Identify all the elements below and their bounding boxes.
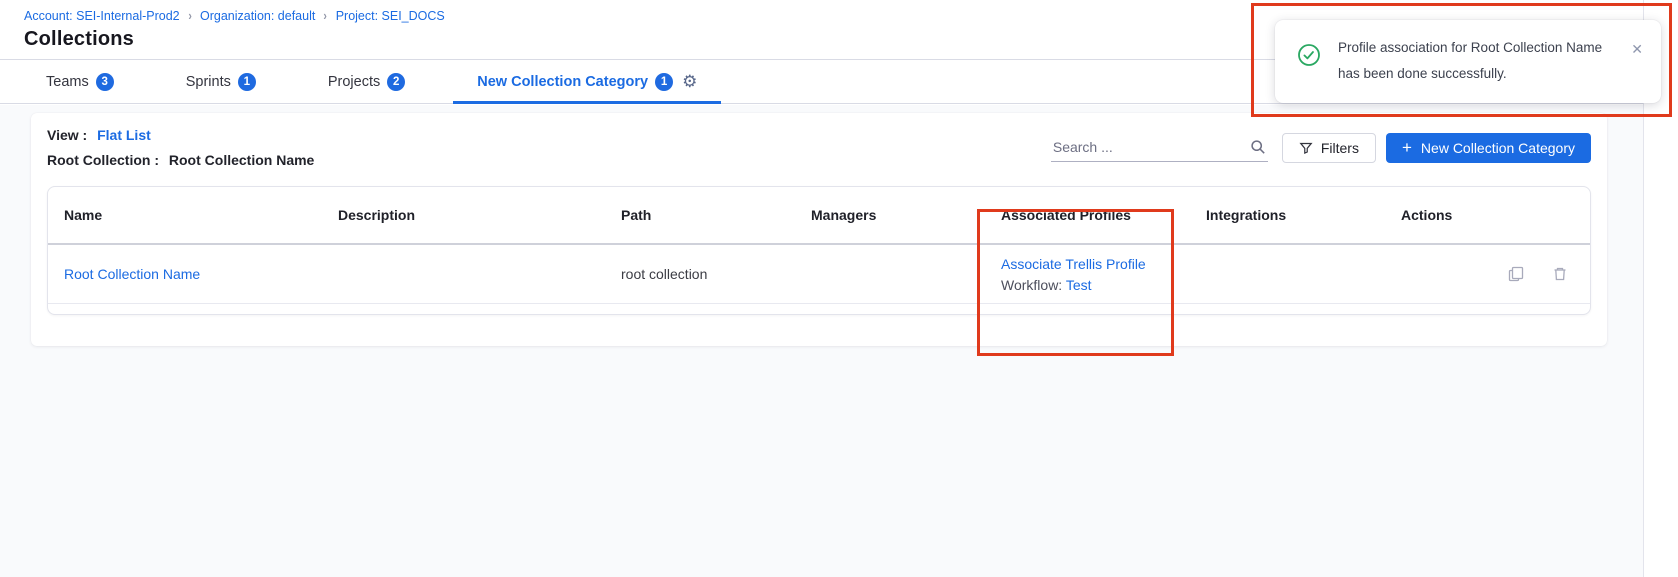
cell-actions [1401, 266, 1574, 282]
tab-label: Teams [46, 73, 89, 90]
breadcrumb-account-link[interactable]: Account: SEI-Internal-Prod2 [24, 8, 180, 23]
tab-label: Projects [327, 73, 381, 90]
new-collection-category-label: New Collection Category [1420, 139, 1575, 156]
tab-label: Sprints [185, 73, 231, 90]
column-header-integrations: Integrations [1206, 207, 1287, 223]
workflow-label: Workflow: [1001, 276, 1063, 293]
gear-icon[interactable]: ⚙ [682, 72, 698, 91]
collections-table: Name Description Path Managers Associate… [47, 186, 1591, 315]
controls-row: View : Flat List Root Collection : Root … [47, 127, 1591, 168]
breadcrumb-project-link[interactable]: Project: SEI_DOCS [335, 8, 445, 23]
chevron-right-icon: › [188, 8, 192, 23]
tab-projects[interactable]: Projects 2 [304, 60, 429, 103]
breadcrumb-organization-link[interactable]: Organization: default [199, 8, 316, 23]
filter-funnel-icon [1299, 142, 1313, 154]
workflow-line: Workflow: Test [1001, 277, 1206, 293]
filters-button[interactable]: Filters [1281, 132, 1376, 163]
collection-name-link[interactable]: Root Collection Name [64, 266, 201, 282]
tab-new-collection-category[interactable]: New Collection Category 1 ⚙ [453, 60, 722, 104]
workflow-test-link[interactable]: Test [1065, 276, 1092, 293]
root-collection-label: Root Collection : [47, 152, 159, 168]
view-selector: View : Flat List [47, 127, 314, 143]
table-header-row: Name Description Path Managers Associate… [48, 187, 1590, 245]
column-header-description: Description [338, 207, 416, 223]
column-header-name: Name [64, 207, 103, 223]
column-header-actions: Actions [1401, 207, 1453, 223]
column-header-managers: Managers [811, 207, 877, 223]
toast-message: Profile association for Root Collection … [1338, 40, 1603, 81]
search-input[interactable] [1050, 133, 1268, 162]
filters-label: Filters [1320, 139, 1359, 156]
view-flat-list-link[interactable]: Flat List [97, 127, 151, 143]
cell-path: root collection [621, 266, 708, 282]
tab-count-badge: 1 [655, 72, 674, 91]
associate-trellis-profile-link[interactable]: Associate Trellis Profile [1001, 255, 1146, 272]
trash-icon[interactable] [1552, 266, 1568, 282]
page-title: Collections [24, 28, 134, 50]
close-icon[interactable]: ✕ [1631, 41, 1643, 57]
tab-teams[interactable]: Teams 3 [22, 60, 138, 103]
breadcrumb: Account: SEI-Internal-Prod2 › Organizati… [24, 8, 1678, 23]
root-collection-line: Root Collection : Root Collection Name [47, 152, 314, 168]
plus-icon: + [1401, 138, 1412, 157]
tab-label: New Collection Category [477, 73, 649, 90]
cell-associated-profiles: Associate Trellis Profile Workflow: Test [1001, 256, 1206, 293]
view-label: View : [47, 127, 88, 143]
copy-icon[interactable] [1508, 266, 1524, 282]
collections-panel: View : Flat List Root Collection : Root … [31, 113, 1607, 346]
column-header-path: Path [621, 207, 652, 223]
search-icon[interactable] [1250, 139, 1266, 155]
success-toast: Profile association for Root Collection … [1275, 20, 1661, 103]
column-header-associated-profiles: Associated Profiles [1001, 207, 1131, 223]
tab-sprints[interactable]: Sprints 1 [162, 60, 280, 103]
success-check-icon [1298, 44, 1320, 66]
table-row: Root Collection Name root collection Ass… [48, 245, 1590, 304]
tab-count-badge: 3 [95, 72, 114, 91]
tab-count-badge: 2 [387, 72, 406, 91]
main-content: View : Flat List Root Collection : Root … [0, 105, 1643, 577]
root-collection-value: Root Collection Name [168, 152, 315, 168]
new-collection-category-button[interactable]: + New Collection Category [1385, 132, 1591, 163]
chevron-right-icon: › [323, 8, 328, 23]
tab-count-badge: 1 [237, 72, 256, 91]
search-box [1050, 133, 1268, 162]
